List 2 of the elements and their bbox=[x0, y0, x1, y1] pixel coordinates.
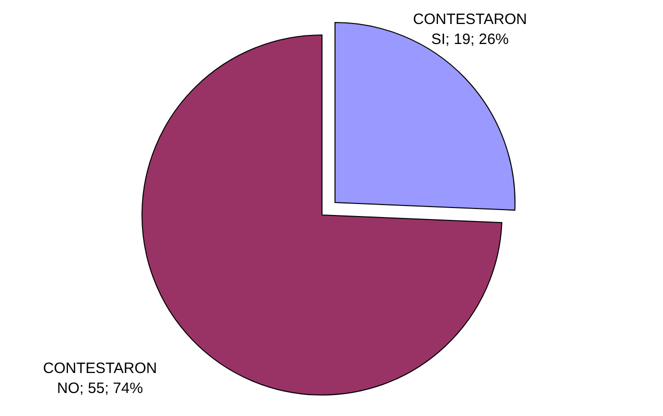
slice-label: CONTESTARON NO; 55; 74% bbox=[43, 360, 157, 397]
slice-label: CONTESTARON SI; 19; 26% bbox=[413, 11, 527, 48]
